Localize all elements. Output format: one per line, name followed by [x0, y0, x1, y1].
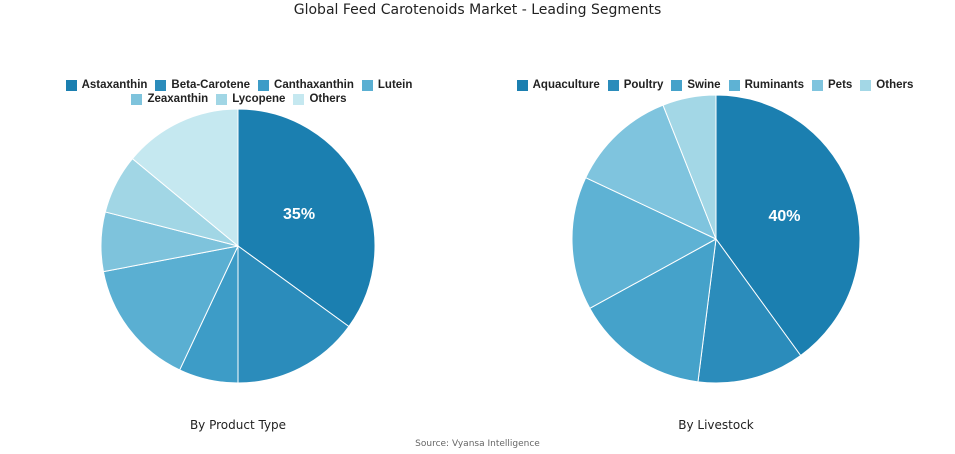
legend-label: Lycopene	[232, 93, 286, 105]
legend-product-type: Astaxanthin Beta-Carotene Canthaxanthin Lut…	[25, 79, 453, 105]
legend-label: Ruminants	[744, 79, 804, 91]
legend-swatch	[361, 79, 373, 91]
legend-label: Lutein	[377, 79, 413, 91]
pie-slice-others	[131, 108, 239, 248]
legend-swatch	[258, 79, 270, 91]
legend-item-astaxanthin: Astaxanthin	[65, 79, 148, 91]
legend-item-canthaxanthin: Canthaxanthin	[258, 79, 354, 91]
legend-item-lutein: Lutein	[361, 79, 413, 91]
legend-item-others: Others	[860, 79, 913, 91]
legend-item-ruminants: Ruminants	[728, 79, 804, 91]
source-note: Source: Vyansa Intelligence	[415, 439, 540, 449]
legend-item-pets: Pets	[812, 79, 852, 91]
pie-slice-lutein	[102, 245, 239, 371]
legend-label: Others	[876, 79, 914, 91]
legend-swatch	[216, 93, 228, 105]
legend-label: Others	[309, 93, 347, 105]
legend-item-aquaculture: Aquaculture	[516, 79, 600, 91]
legend-label: Beta-Carotene	[171, 79, 251, 91]
legend-swatch	[155, 79, 167, 91]
legend-swatch	[812, 79, 823, 91]
legend-swatch	[671, 79, 683, 91]
legend-item-lycopene: Lycopene	[216, 93, 285, 105]
legend-item-others: Others	[293, 93, 347, 105]
data-label-aquaculture: 40%	[768, 208, 800, 225]
caption-livestock: By Livestock	[678, 418, 754, 432]
legend-label: Zeaxanthin	[147, 93, 209, 105]
legend-label: Poultry	[623, 79, 664, 91]
pie-slice-aquaculture	[715, 94, 861, 357]
legend-label: Aquaculture	[532, 79, 600, 91]
pie-slice-swine	[589, 238, 717, 383]
legend-label: Pets	[828, 79, 853, 91]
legend-swatch	[516, 79, 528, 91]
pie-slice-astaxanthin	[237, 108, 376, 328]
legend-item-zeaxanthin: Zeaxanthin	[131, 93, 208, 105]
legend-item-swine: Swine	[671, 79, 721, 91]
data-label-astaxanthin: 35%	[283, 206, 315, 223]
legend-label: Swine	[687, 79, 721, 91]
pie-slice-poultry	[697, 237, 802, 384]
legend-label: Canthaxanthin	[274, 79, 354, 91]
caption-product-type: By Product Type	[189, 418, 287, 432]
legend-swatch	[293, 93, 305, 105]
legend-swatch	[860, 79, 872, 91]
legend-swatch	[607, 79, 619, 91]
pie-slice-others	[662, 94, 717, 240]
legend-item-poultry: Poultry	[607, 79, 664, 91]
legend-swatch	[131, 93, 143, 105]
chart-title: Global Feed Carotenoids Market - Leading…	[293, 2, 662, 18]
legend-item-beta-carotene: Beta-Carotene	[155, 79, 250, 91]
legend-label: Astaxanthin	[81, 79, 148, 91]
pie-slice-pets	[585, 104, 717, 240]
pie-slice-ruminants	[571, 177, 718, 310]
legend-swatch	[65, 79, 77, 91]
legend-livestock: Aquaculture Poultry Swine Ruminants Pets Othe…	[505, 79, 925, 91]
pie-slice-beta-carotene	[237, 245, 350, 384]
legend-swatch	[728, 79, 740, 91]
